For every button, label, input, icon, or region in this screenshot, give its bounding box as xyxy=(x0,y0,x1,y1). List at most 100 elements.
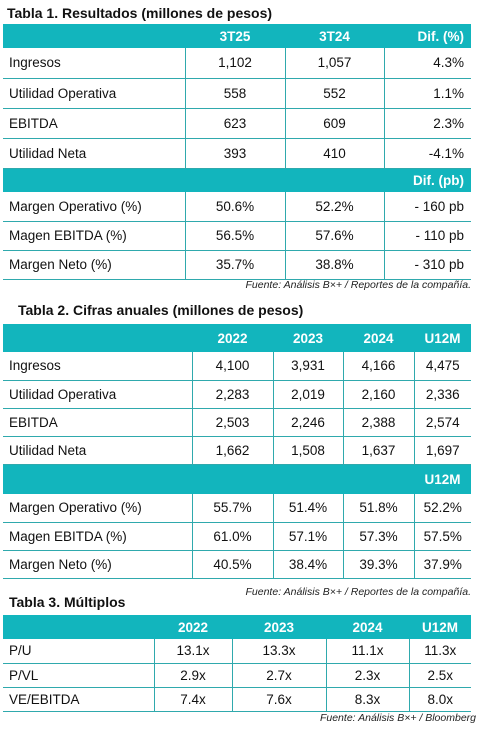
cell-value: 52.2% xyxy=(414,494,471,523)
cell-value: 51.4% xyxy=(273,494,344,523)
table1-header-blank xyxy=(3,24,185,48)
cell-value: 410 xyxy=(285,138,385,169)
cell-value: 13.1x xyxy=(154,639,233,664)
table2-subheader-u12m: U12M xyxy=(414,464,471,494)
cell-value: 2.9x xyxy=(154,663,233,688)
table-row: P/VL 2.9x 2.7x 2.3x 2.5x xyxy=(3,663,471,688)
table1-header-3t25: 3T25 xyxy=(185,24,285,48)
table2-title: Tabla 2. Cifras anuales (millones de pes… xyxy=(18,302,304,318)
cell-value: 11.1x xyxy=(326,639,410,664)
cell-value: 8.3x xyxy=(326,687,410,712)
table-row: Margen Operativo (%) 50.6% 52.2% - 160 p… xyxy=(3,192,471,222)
row-label: Margen Neto (%) xyxy=(3,550,193,579)
cell-value: 11.3x xyxy=(409,639,471,664)
cell-value: 2,336 xyxy=(414,380,471,409)
cell-value: 2,019 xyxy=(273,380,344,409)
table-row: Utilidad Operativa 558 552 1.1% xyxy=(3,78,471,109)
row-label: P/U xyxy=(3,639,155,664)
cell-value: 4,166 xyxy=(343,352,415,381)
row-label: Ingresos xyxy=(3,352,193,381)
table-row: Ingresos 4,100 3,931 4,166 4,475 xyxy=(3,352,471,381)
table2-header-blank xyxy=(3,324,192,352)
table-row: P/U 13.1x 13.3x 11.1x 11.3x xyxy=(3,639,471,664)
cell-value: 56.5% xyxy=(185,221,286,251)
row-label: Ingresos xyxy=(3,48,186,79)
table-row: Magen EBITDA (%) 56.5% 57.6% - 110 pb xyxy=(3,221,471,251)
table3-title: Tabla 3. Múltiplos xyxy=(9,594,126,610)
cell-value: 50.6% xyxy=(185,192,286,222)
cell-value: 2.5x xyxy=(409,663,471,688)
table2-header-row: 2022 2023 2024 U12M xyxy=(3,324,471,352)
cell-value: 61.0% xyxy=(192,522,274,551)
cell-value: 2,388 xyxy=(343,408,415,437)
cell-value: 4,100 xyxy=(192,352,274,381)
table1-source: Fuente: Análisis B×+ / Reportes de la co… xyxy=(245,279,472,291)
row-label: P/VL xyxy=(3,663,155,688)
cell-value: - 110 pb xyxy=(384,221,471,251)
row-label: Margen Operativo (%) xyxy=(3,494,193,523)
table1-subheader-row: Dif. (pb) xyxy=(3,168,471,192)
cell-value: 3,931 xyxy=(273,352,344,381)
table2-header-2024: 2024 xyxy=(343,324,414,352)
table-row: Utilidad Neta 393 410 -4.1% xyxy=(3,138,471,169)
cell-value: 1,057 xyxy=(285,48,385,79)
table-row: EBITDA 623 609 2.3% xyxy=(3,108,471,139)
row-label: Utilidad Neta xyxy=(3,138,186,169)
row-label: VE/EBITDA xyxy=(3,687,155,712)
table3-header-u12m: U12M xyxy=(409,615,471,639)
cell-value: 7.4x xyxy=(154,687,233,712)
table-row: Margen Operativo (%) 55.7% 51.4% 51.8% 5… xyxy=(3,494,471,523)
cell-value: 7.6x xyxy=(232,687,327,712)
cell-value: 2,503 xyxy=(192,408,274,437)
table1-title: Tabla 1. Resultados (millones de pesos) xyxy=(7,5,273,21)
row-label: Utilidad Neta xyxy=(3,436,193,465)
cell-value: 35.7% xyxy=(185,250,286,280)
cell-value: 8.0x xyxy=(409,687,471,712)
cell-value: -4.1% xyxy=(384,138,471,169)
row-label: Utilidad Operativa xyxy=(3,380,193,409)
table2: 2022 2023 2024 U12M Ingresos 4,100 3,931… xyxy=(3,324,471,579)
cell-value: 1,102 xyxy=(185,48,286,79)
table1-subheader-dif-pb: Dif. (pb) xyxy=(384,168,471,192)
cell-value: 4.3% xyxy=(384,48,471,79)
cell-value: 38.8% xyxy=(285,250,385,280)
cell-value: 558 xyxy=(185,78,286,109)
row-label: EBITDA xyxy=(3,408,193,437)
row-label: Magen EBITDA (%) xyxy=(3,522,193,551)
cell-value: 609 xyxy=(285,108,385,139)
table1-header-3t24: 3T24 xyxy=(285,24,384,48)
row-label: Utilidad Operativa xyxy=(3,78,186,109)
cell-value: 2,574 xyxy=(414,408,471,437)
table-row: Utilidad Neta 1,662 1,508 1,637 1,697 xyxy=(3,436,471,465)
table-row: VE/EBITDA 7.4x 7.6x 8.3x 8.0x xyxy=(3,687,471,712)
cell-value: 57.6% xyxy=(285,221,385,251)
table-row: Magen EBITDA (%) 61.0% 57.1% 57.3% 57.5% xyxy=(3,522,471,551)
table2-subheader-row: U12M xyxy=(3,464,471,494)
table1-header-dif: Dif. (%) xyxy=(384,24,471,48)
cell-value: 2,246 xyxy=(273,408,344,437)
cell-value: - 160 pb xyxy=(384,192,471,222)
cell-value: 623 xyxy=(185,108,286,139)
table-row: Ingresos 1,102 1,057 4.3% xyxy=(3,48,471,79)
table2-header-2022: 2022 xyxy=(192,324,273,352)
table-row: Margen Neto (%) 40.5% 38.4% 39.3% 37.9% xyxy=(3,550,471,579)
table3-header-2024: 2024 xyxy=(326,615,409,639)
cell-value: 39.3% xyxy=(343,550,415,579)
cell-value: 52.2% xyxy=(285,192,385,222)
row-label: Margen Neto (%) xyxy=(3,250,186,280)
table3: 2022 2023 2024 U12M P/U 13.1x 13.3x 11.1… xyxy=(3,615,471,712)
cell-value: 57.3% xyxy=(343,522,415,551)
cell-value: 1.1% xyxy=(384,78,471,109)
cell-value: 51.8% xyxy=(343,494,415,523)
cell-value: 1,697 xyxy=(414,436,471,465)
cell-value: 2.3% xyxy=(384,108,471,139)
cell-value: 1,662 xyxy=(192,436,274,465)
table3-header-2022: 2022 xyxy=(154,615,232,639)
cell-value: - 310 pb xyxy=(384,250,471,280)
cell-value: 2.7x xyxy=(232,663,327,688)
row-label: EBITDA xyxy=(3,108,186,139)
cell-value: 552 xyxy=(285,78,385,109)
table1-header-row: 3T25 3T24 Dif. (%) xyxy=(3,24,471,48)
row-label: Margen Operativo (%) xyxy=(3,192,186,222)
cell-value: 57.5% xyxy=(414,522,471,551)
